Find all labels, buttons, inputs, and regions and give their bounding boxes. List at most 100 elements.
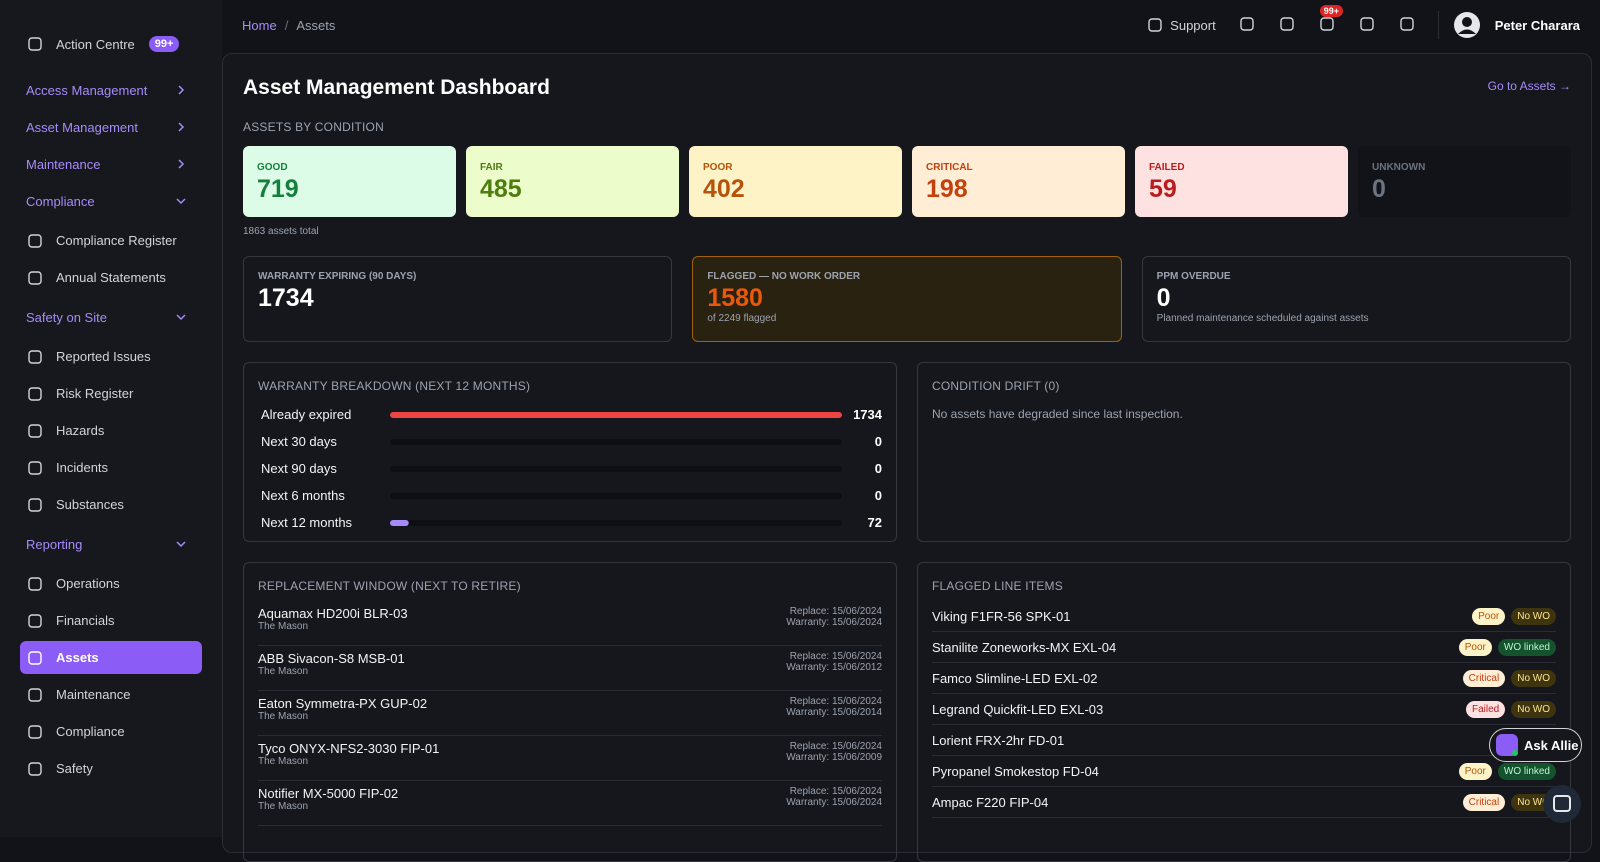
replace-date: Replace: 15/06/2024 — [789, 741, 882, 752]
nav-item[interactable]: Compliance Register — [20, 224, 202, 257]
section-header[interactable]: Reporting — [20, 530, 202, 558]
icon-button[interactable] — [1238, 15, 1256, 36]
allie-icon — [1496, 734, 1518, 756]
asset-site: The Mason — [258, 711, 309, 722]
chat-button[interactable] — [1543, 785, 1581, 823]
section-label: Safety on Site — [26, 309, 107, 325]
replacement-row[interactable]: Tyco ONYX-NFS2-3030 FIP-01 The Mason Repla… — [258, 736, 882, 781]
section-header[interactable]: Access Management — [20, 76, 202, 104]
flagged-row[interactable]: Viking F1FR-56 SPK-01 Poor No WO — [932, 601, 1556, 632]
avatar — [1453, 12, 1480, 38]
icon — [28, 650, 42, 665]
nav-item[interactable]: Operations — [20, 567, 202, 600]
icon-button[interactable] — [1398, 15, 1416, 36]
asset-name: Legrand Quickfit-LED EXL-03 — [932, 701, 1104, 717]
nav-item[interactable]: Reported Issues — [20, 340, 202, 373]
icon — [28, 687, 42, 702]
flagged-row[interactable]: Ampac F220 FIP-04 Critical No WO — [932, 787, 1556, 818]
icon — [28, 460, 42, 475]
flagged-line-items: FLAGGED LINE ITEMS Viking F1FR-56 SPK-01 P… — [917, 562, 1571, 862]
flagged-row[interactable]: Legrand Quickfit-LED EXL-03 Failed No WO — [932, 694, 1556, 725]
stat-note: Planned maintenance scheduled against as… — [1156, 313, 1369, 324]
warranty-breakdown: WARRANTY BREAKDOWN (NEXT 12 MONTHS) Alrea… — [243, 362, 897, 542]
icon — [28, 270, 42, 285]
card-label: POOR — [703, 162, 733, 173]
stat-card: WARRANTY EXPIRING (90 DAYS) 1734 — [243, 256, 673, 342]
total-note: 1863 assets total — [243, 226, 319, 237]
stat-value: 1734 — [258, 284, 314, 312]
tags: Critical No WO — [1462, 669, 1556, 687]
section-header[interactable]: Asset Management — [20, 113, 202, 141]
go-to-assets-link[interactable]: Go to Assets → — [1487, 79, 1571, 93]
icon — [178, 85, 185, 95]
action-centre-label: Action Centre — [56, 36, 135, 52]
replacement-row[interactable]: Aquamax HD200i BLR-03 The Mason Replace: 1… — [258, 601, 882, 646]
replacement-row[interactable]: ABB Sivacon-S8 MSB-01 The Mason Replace: 1… — [258, 646, 882, 691]
icon — [28, 37, 42, 51]
flagged-row[interactable]: Stanilite Zoneworks-MX EXL-04 Poor WO link… — [932, 632, 1556, 663]
row-value: 0 — [874, 434, 882, 449]
nav-item[interactable]: Hazards — [20, 414, 202, 447]
nav-label: Reported Issues — [56, 349, 151, 364]
replacement-row[interactable]: Eaton Symmetra-PX GUP-02 The Mason Replace… — [258, 691, 882, 736]
notification-badge: 99+ — [1319, 4, 1343, 17]
nav-label: Compliance — [56, 724, 125, 739]
card-value: 485 — [480, 175, 522, 203]
card-label: UNKNOWN — [1372, 162, 1426, 173]
nav-item[interactable]: Compliance — [20, 715, 202, 748]
condition-card: CRITICAL 198 — [912, 146, 1125, 217]
stat-cards: WARRANTY EXPIRING (90 DAYS) 1734 FLAGGED —… — [243, 256, 1571, 342]
icon — [28, 386, 42, 401]
notifications[interactable]: 99+ — [1318, 4, 1343, 36]
icon — [1400, 16, 1414, 31]
asset: Tyco ONYX-NFS2-3030 FIP-01 The Mason — [258, 741, 439, 775]
dates: Replace: 15/06/2024 Warranty: 15/06/2012 — [786, 651, 882, 685]
replace-date: Replace: 15/06/2024 — [789, 696, 882, 707]
ask-allie-button[interactable]: Ask Allie — [1489, 728, 1582, 762]
tags: Poor WO linked — [1458, 762, 1556, 780]
breadcrumb: Assets — [296, 17, 336, 33]
asset-name: Pyropanel Smokestop FD-04 — [932, 763, 1099, 779]
nav-item[interactable]: Annual Statements — [20, 261, 202, 294]
replacement-row[interactable]: Notifier MX-5000 FIP-02 The Mason Replace:… — [258, 781, 882, 826]
nav-item[interactable]: Safety — [20, 752, 202, 785]
asset: Notifier MX-5000 FIP-02 The Mason — [258, 786, 398, 820]
section-header[interactable]: Maintenance — [20, 150, 202, 178]
work-order-tag: WO linked — [1497, 762, 1556, 780]
replace-date: Replace: 15/06/2024 — [789, 786, 882, 797]
asset: ABB Sivacon-S8 MSB-01 The Mason — [258, 651, 405, 685]
row-label: Next 6 months — [261, 488, 345, 503]
flagged-row[interactable]: Pyropanel Smokestop FD-04 Poor WO linked — [932, 756, 1556, 787]
user-name: Peter Charara — [1494, 17, 1580, 33]
section-header[interactable]: Compliance — [20, 187, 202, 215]
section-header[interactable]: Safety on Site — [20, 303, 202, 331]
icon — [28, 233, 42, 248]
dashboard-panel: Asset Management Dashboard Go to Assets →… — [222, 53, 1592, 862]
asset-name: Ampac F220 FIP-04 — [932, 794, 1049, 810]
dates: Replace: 15/06/2024 Warranty: 15/06/2014 — [786, 696, 882, 730]
badge: 99+ — [148, 36, 180, 52]
action-centre[interactable]: Action Centre 99+ — [20, 30, 202, 58]
nav-label: Assets — [56, 650, 99, 665]
user-menu[interactable]: Peter Charara — [1437, 11, 1580, 39]
warranty-date: Warranty: 15/06/2024 — [786, 617, 882, 628]
row-label: Next 90 days — [261, 461, 337, 476]
nav-item[interactable]: Financials — [20, 604, 202, 637]
nav-item[interactable]: Incidents — [20, 451, 202, 484]
nav-item[interactable]: Risk Register — [20, 377, 202, 410]
icon-button[interactable] — [1358, 15, 1376, 36]
box-heading: FLAGGED LINE ITEMS — [932, 579, 1063, 593]
bar — [390, 411, 842, 418]
icon — [28, 613, 42, 628]
nav-item[interactable]: Substances — [20, 488, 202, 521]
drift-text: No assets have degraded since last inspe… — [932, 407, 1183, 421]
condition-tag: Poor — [1458, 638, 1492, 656]
flagged-row[interactable]: Famco Slimline-LED EXL-02 Critical No WO — [932, 663, 1556, 694]
nav-label: Financials — [56, 613, 115, 628]
nav-item[interactable]: Maintenance — [20, 678, 202, 711]
nav-item[interactable]: Assets — [20, 641, 202, 674]
breadcrumb[interactable]: Home — [242, 17, 277, 33]
support-link[interactable]: Support — [1146, 16, 1216, 34]
icon-button[interactable] — [1278, 15, 1296, 36]
